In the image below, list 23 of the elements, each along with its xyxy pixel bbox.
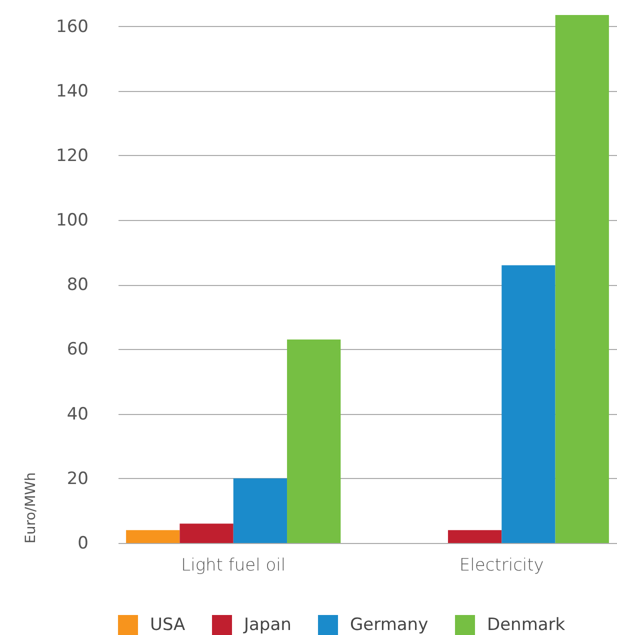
y-tick-label: 100 — [56, 210, 88, 231]
bar — [126, 530, 180, 543]
y-tick-label: 160 — [56, 16, 88, 37]
x-tick-label: Electricity — [459, 556, 544, 576]
legend-label: Denmark — [487, 615, 566, 635]
y-tick-label: 120 — [56, 146, 88, 166]
legend-label: Japan — [243, 615, 292, 635]
bar — [448, 530, 502, 543]
bar — [233, 478, 288, 543]
y-tick-label: 40 — [66, 404, 88, 424]
y-tick-label: 80 — [66, 275, 88, 296]
y-tick-label: 0 — [78, 534, 88, 554]
x-tick-label: Light fuel oil — [181, 556, 286, 576]
bar — [555, 15, 609, 543]
y-tick-label: 20 — [66, 468, 88, 489]
bar — [180, 524, 234, 543]
legend-label: Germany — [350, 615, 428, 635]
y-tick-label: 140 — [56, 81, 88, 102]
bar — [287, 340, 341, 543]
legend-label: USA — [150, 615, 186, 635]
y-axis-title: Euro/MWh — [23, 472, 40, 544]
y-tick-label: 60 — [66, 340, 88, 360]
bar — [502, 265, 556, 543]
